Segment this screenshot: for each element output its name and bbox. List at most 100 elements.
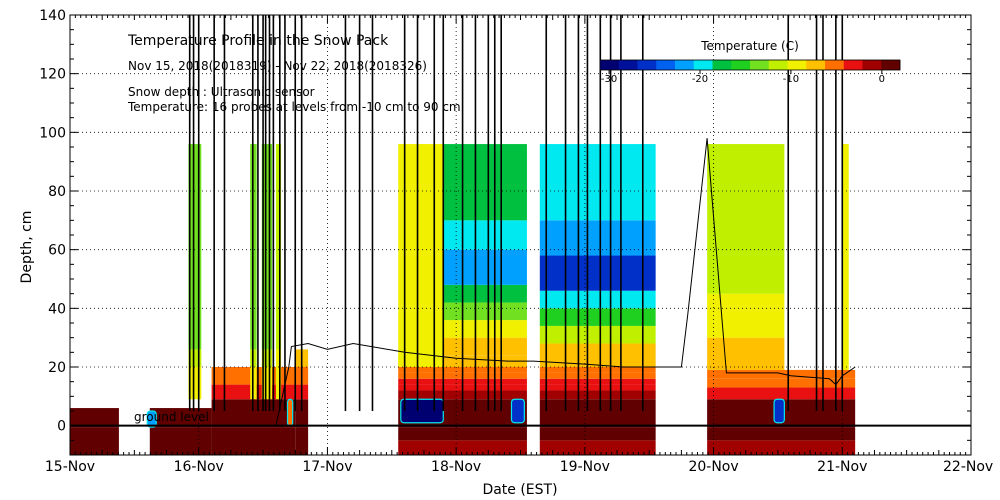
heat-cell xyxy=(295,399,309,428)
heat-profile-cell xyxy=(707,293,785,338)
cold-spot xyxy=(286,398,294,427)
heat-cell xyxy=(539,390,656,400)
x-tick-label: 18-Nov xyxy=(431,459,481,475)
snow-depth-series xyxy=(70,138,971,427)
colorbar-swatch xyxy=(750,60,770,70)
x-tick-label: 17-Nov xyxy=(302,459,352,475)
chart-subtitle: Nov 15, 2018(2018319) - Nov 22, 2018(201… xyxy=(128,59,427,73)
cold-spot xyxy=(400,398,444,424)
colorbar-swatch xyxy=(693,60,713,70)
cold-spot xyxy=(146,410,157,428)
y-axis-title: Depth, cm xyxy=(19,211,35,284)
colorbar-swatch xyxy=(881,60,901,70)
heat-cell xyxy=(295,427,309,455)
heat-cell xyxy=(539,427,656,441)
heat-cell xyxy=(539,367,656,373)
colorbar-swatch xyxy=(843,60,863,70)
heat-profile-cell xyxy=(539,308,656,326)
x-tick-label: 21-Nov xyxy=(817,459,867,475)
colorbar-swatch xyxy=(768,60,788,70)
y-tick-label: 120 xyxy=(39,67,66,83)
colorbar-swatch xyxy=(712,60,732,70)
x-tick-label: 22-Nov xyxy=(943,459,993,475)
colorbar-title: Temperature (C) xyxy=(700,39,799,53)
colorbar-swatch xyxy=(825,60,845,70)
heat-cell xyxy=(707,387,856,400)
colorbar-tick-label: -10 xyxy=(783,74,799,85)
colorbar: -30 -20 -10 0 xyxy=(599,59,901,85)
y-tick-label: 60 xyxy=(48,243,66,259)
annotation-temperature: Temperature: 16 probes at levels from -1… xyxy=(127,100,461,114)
colorbar-swatch xyxy=(787,60,807,70)
x-tick-label: 20-Nov xyxy=(688,459,738,475)
heat-cell xyxy=(707,427,856,441)
heat-profile-cell xyxy=(261,144,273,350)
chart-annotations: Temperature Profile in the Snow Pack Nov… xyxy=(19,33,799,498)
heat-profile-cell xyxy=(539,144,656,221)
colorbar-swatch xyxy=(675,60,695,70)
heat-cell xyxy=(539,378,656,385)
x-tick-label: 16-Nov xyxy=(174,459,224,475)
ground-level-label: ground level xyxy=(134,410,209,424)
heat-profile-cell xyxy=(261,349,273,367)
heat-cell xyxy=(70,427,119,455)
x-tick-label: 19-Nov xyxy=(560,459,610,475)
heat-cell xyxy=(398,440,527,455)
heat-profile-cell xyxy=(539,343,656,367)
snow-depth-line xyxy=(70,138,856,427)
y-tick-label: 40 xyxy=(48,301,66,317)
heat-cell xyxy=(398,427,527,441)
heat-cell xyxy=(707,369,856,379)
cold-spot xyxy=(510,398,525,424)
heat-profile-cell xyxy=(539,290,656,309)
colorbar-swatch xyxy=(656,60,676,70)
heat-cell xyxy=(539,384,656,391)
heat-profile-cell xyxy=(261,367,273,400)
y-tick-label: 140 xyxy=(39,8,66,24)
axes: 0 20 40 60 80 100 120 140 15-Nov 16-Nov 17-Nov 18-N… xyxy=(39,8,993,475)
heat-profile-cell xyxy=(443,284,527,303)
heat-profile-cell xyxy=(539,255,656,291)
colorbar-tick-label: 0 xyxy=(879,74,885,85)
heat-profile-cell xyxy=(539,325,656,344)
heat-profile-cell xyxy=(539,220,656,256)
heat-profile-cell xyxy=(707,337,785,370)
heat-profile-cell xyxy=(275,349,282,400)
y-tick-label: 0 xyxy=(57,419,66,435)
annotation-snow-depth: Snow depth : Ultrasonic sensor xyxy=(128,85,315,99)
colorbar-tick-label: -20 xyxy=(692,74,708,85)
colorbar-swatch xyxy=(731,60,751,70)
x-axis-title: Date (EST) xyxy=(482,482,557,498)
colorbar-swatch xyxy=(637,60,657,70)
chart-title: Temperature Profile in the Snow Pack xyxy=(127,33,389,49)
colorbar-swatch xyxy=(862,60,882,70)
colorbar-swatch xyxy=(806,60,826,70)
y-tick-label: 80 xyxy=(48,184,66,200)
heat-cell xyxy=(539,399,656,428)
y-tick-label: 100 xyxy=(39,125,66,141)
heat-cell xyxy=(149,427,212,455)
cold-spot xyxy=(773,398,785,424)
colorbar-swatch xyxy=(600,60,620,70)
colorbar-frame xyxy=(599,59,901,71)
heat-profile-cell xyxy=(275,144,282,350)
colorbar-tick-label: -30 xyxy=(601,74,617,85)
heat-profile-cell xyxy=(443,220,527,250)
heat-cell xyxy=(539,440,656,455)
heat-profile-cell xyxy=(842,144,849,370)
heat-profile-cell xyxy=(443,302,527,321)
colorbar-swatch xyxy=(618,60,638,70)
heat-cell xyxy=(707,440,856,455)
heat-cell xyxy=(211,427,296,455)
x-tick-label: 15-Nov xyxy=(45,459,95,475)
heat-profile-cell xyxy=(443,144,527,221)
heat-cell xyxy=(70,408,119,428)
heat-profile-cell xyxy=(443,249,527,285)
heat-cell xyxy=(149,408,212,428)
heat-profile-cell xyxy=(398,144,444,367)
heat-profile-cell xyxy=(707,144,785,294)
heat-cell xyxy=(539,372,656,379)
heat-profile-cell xyxy=(443,320,527,338)
heat-cell xyxy=(707,378,856,388)
